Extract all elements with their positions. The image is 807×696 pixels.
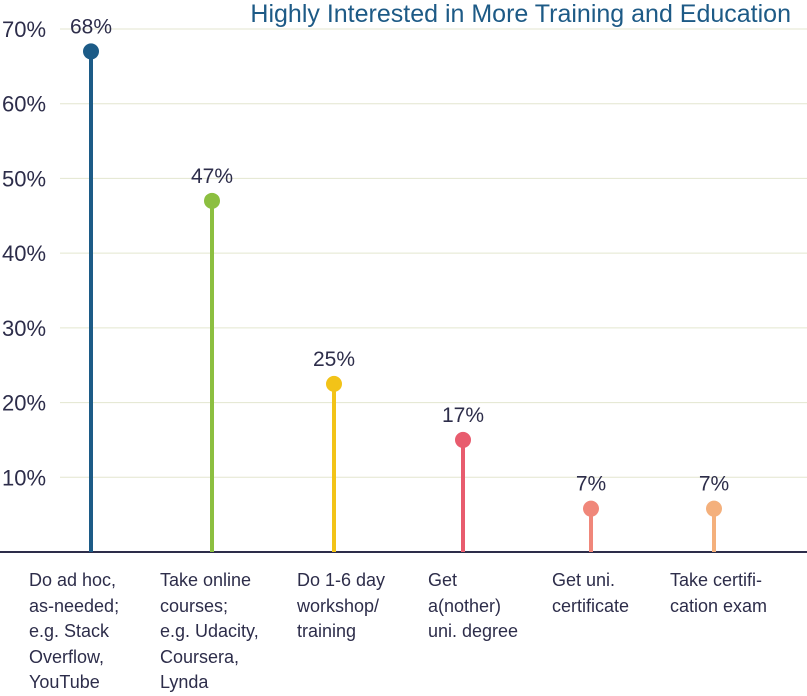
category-label-3: Get a(nother) uni. degree: [428, 570, 519, 641]
y-axis: 10% 20% 30% 40% 50% 60% 70%: [2, 17, 46, 490]
y-tick-label-10: 10%: [2, 465, 46, 490]
lollipop-dot-2: [326, 375, 342, 392]
y-tick-label-40: 40%: [2, 241, 46, 266]
y-tick-label-60: 60%: [2, 92, 46, 117]
data-label-2: 25%: [313, 348, 355, 371]
lollipop-dot-1: [204, 192, 220, 209]
lollipop-dot-5: [706, 500, 722, 517]
category-label-4: Get uni. certificate: [552, 570, 630, 616]
y-tick-label-50: 50%: [2, 166, 46, 191]
category-label-0: Do ad hoc, as-needed; e.g. Stack Overflo…: [29, 570, 120, 692]
lollipop-dot-3: [455, 431, 471, 448]
data-label-1: 47%: [191, 165, 233, 188]
chart-title: Highly Interested in More Training and E…: [250, 0, 791, 28]
category-label-2: Do 1-6 day workshop/ training: [297, 570, 386, 641]
category-label-5: Take certifi- cation exam: [670, 570, 768, 616]
y-tick-label-70: 70%: [2, 17, 46, 42]
lollipop-marks: 68% 47% 25% 17% 7% 7%: [70, 15, 729, 552]
y-tick-label-30: 30%: [2, 316, 46, 341]
data-label-4: 7%: [576, 473, 606, 496]
data-label-0: 68%: [70, 15, 112, 38]
y-tick-label-20: 20%: [2, 391, 46, 416]
data-label-5: 7%: [699, 473, 729, 496]
lollipop-dot-0: [83, 43, 99, 60]
grid-lines: [60, 28, 807, 478]
category-label-1: Take online courses; e.g. Udacity, Cours…: [160, 570, 259, 692]
data-label-3: 17%: [442, 404, 484, 427]
lollipop-dot-4: [583, 500, 599, 517]
